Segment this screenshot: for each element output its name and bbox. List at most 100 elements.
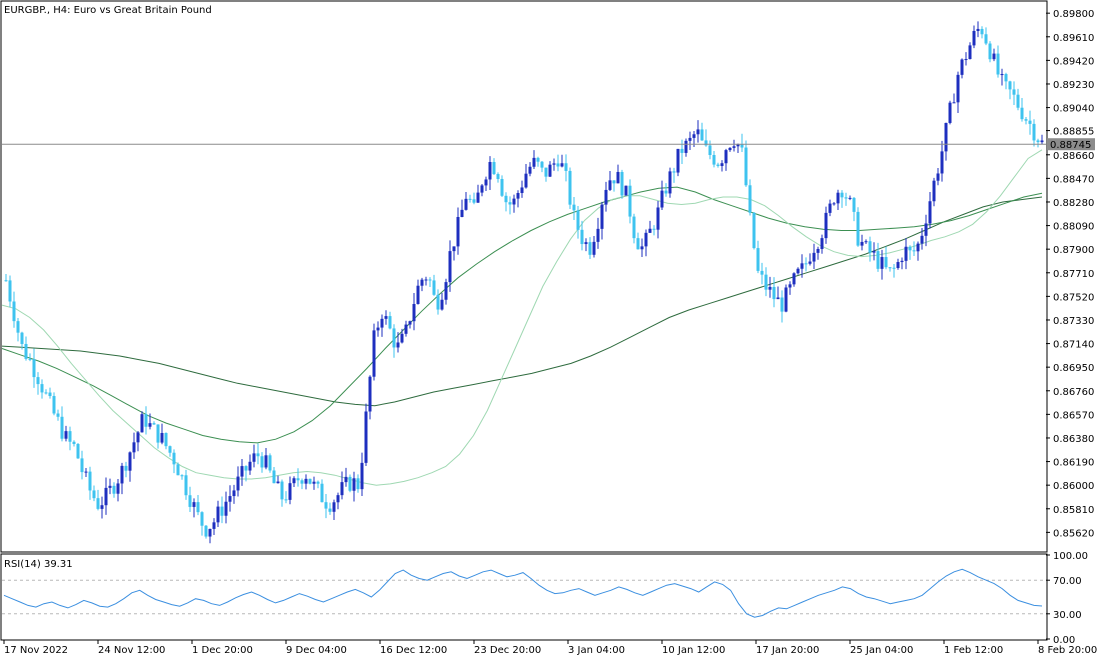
candle-up <box>940 151 944 174</box>
candle-up <box>336 495 340 503</box>
candle-up <box>360 462 364 490</box>
candle-down <box>28 358 32 360</box>
rsi-series <box>3 568 1043 618</box>
candle-up <box>684 140 688 153</box>
candle-up <box>768 286 772 290</box>
candle-down <box>272 470 276 484</box>
candle-down <box>280 481 284 500</box>
candle-up <box>688 137 692 141</box>
candle-down <box>88 471 92 491</box>
candle-down <box>876 251 880 269</box>
candle-down <box>356 478 360 490</box>
candle-down <box>96 498 100 509</box>
candle-down <box>56 413 60 417</box>
candle-down <box>988 43 992 60</box>
candle-down <box>72 441 76 445</box>
candle-down <box>1028 120 1032 124</box>
candle-up <box>956 74 960 103</box>
candle-down <box>572 204 576 211</box>
candle-down <box>1016 94 1020 108</box>
candle-up <box>592 241 596 255</box>
candle-up <box>992 53 996 60</box>
candle-up <box>904 246 908 261</box>
rsi-tick-label: 0.00 <box>1053 635 1075 646</box>
candle-up <box>312 481 316 484</box>
candle-down <box>748 185 752 213</box>
candle-down <box>568 170 572 205</box>
price-tick-label: 0.87520 <box>1053 292 1094 303</box>
candle-up <box>696 129 700 135</box>
candle-down <box>712 154 716 165</box>
candle-up <box>920 235 924 244</box>
candle-down <box>852 197 856 212</box>
candle-up <box>808 261 812 264</box>
candle-down <box>888 267 892 269</box>
candle-up <box>960 59 964 75</box>
candle-up <box>528 166 532 174</box>
candle-up <box>148 423 152 427</box>
candle-up <box>596 228 600 242</box>
candle-up <box>604 189 608 205</box>
candle-down <box>576 210 580 230</box>
candle-down <box>200 512 204 526</box>
price-tick-label: 0.86380 <box>1053 434 1094 445</box>
ma-mid-line <box>1 186 1043 444</box>
candle-up <box>364 411 368 463</box>
candle-up <box>668 171 672 194</box>
candle-down <box>468 198 472 200</box>
candle-down <box>16 321 20 333</box>
candle-up <box>800 263 804 269</box>
candle-up <box>452 246 456 252</box>
candle-up <box>836 192 840 204</box>
candle-down <box>772 286 776 300</box>
candle-up <box>1040 140 1044 143</box>
candle-down <box>268 455 272 471</box>
candle-up <box>1000 74 1004 76</box>
candle-down <box>184 475 188 496</box>
rsi-tick-label: 30.00 <box>1053 610 1082 621</box>
time-tick-label: 24 Nov 12:00 <box>98 645 165 656</box>
candle-up <box>732 146 736 148</box>
grid-layer <box>2 579 1046 615</box>
candle-down <box>172 452 176 465</box>
candle-down <box>780 297 784 312</box>
price-tick-label: 0.86760 <box>1053 387 1094 398</box>
candle-down <box>544 167 548 177</box>
candle-up <box>212 522 216 529</box>
price-tick-label: 0.87710 <box>1053 269 1094 280</box>
candle-up <box>424 279 428 281</box>
candle-up <box>976 28 980 31</box>
candle-down <box>536 157 540 162</box>
candle-up <box>464 198 468 210</box>
candle-up <box>136 432 140 443</box>
rsi-line <box>3 568 1043 618</box>
time-tick-label: 17 Jan 20:00 <box>756 645 819 656</box>
candle-up <box>192 502 196 507</box>
candle-down <box>428 279 432 281</box>
candle-down <box>680 148 684 153</box>
current-price-box <box>1047 138 1095 151</box>
price-tick-label: 0.88280 <box>1053 198 1094 209</box>
candle-up <box>160 432 164 443</box>
candle-up <box>944 122 948 152</box>
candle-up <box>832 203 836 205</box>
candle-down <box>164 432 168 447</box>
candle-up <box>676 148 680 173</box>
candle-up <box>656 207 660 230</box>
candle-up <box>216 506 220 523</box>
candle-down <box>752 212 756 249</box>
candle-up <box>292 478 296 484</box>
candle-up <box>964 59 968 61</box>
candle-up <box>460 209 464 217</box>
rsi-panel-border <box>0 553 1048 641</box>
candle-up <box>616 171 620 184</box>
candle-down <box>308 478 312 484</box>
candle-down <box>664 190 668 194</box>
candle-up <box>484 179 488 186</box>
candle-up <box>132 442 136 453</box>
candle-up <box>872 251 876 253</box>
candle-up <box>376 327 380 331</box>
time-tick-label: 16 Dec 12:00 <box>380 645 447 656</box>
time-tick-label: 25 Jan 04:00 <box>850 645 913 656</box>
candle-up <box>252 453 256 462</box>
